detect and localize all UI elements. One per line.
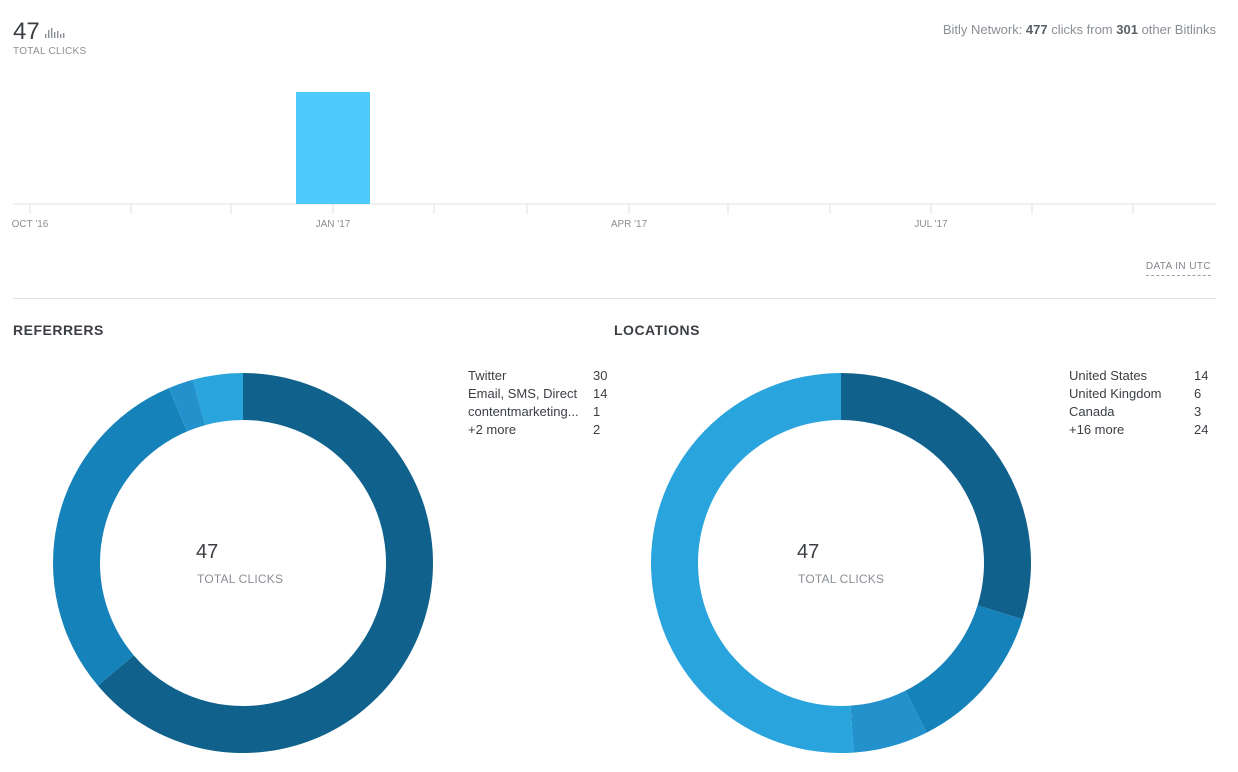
- section-divider: [13, 298, 1216, 299]
- legend-more-link[interactable]: +16 more 24: [1069, 421, 1208, 439]
- legend-value: 14: [1194, 368, 1209, 383]
- locations-center-value: 47: [797, 541, 820, 563]
- donut-slice[interactable]: [97, 373, 434, 753]
- legend-row: Email, SMS, Direct 14: [468, 385, 607, 403]
- donut-slice[interactable]: [651, 373, 854, 753]
- legend-row: United States 14: [1069, 367, 1208, 385]
- donut-slice[interactable]: [905, 605, 1023, 733]
- legend-row: United Kingdom 6: [1069, 385, 1201, 403]
- legend-row: Twitter 30: [468, 367, 607, 385]
- network-prefix: Bitly Network:: [942, 22, 1026, 37]
- legend-value: 14: [593, 386, 608, 401]
- timeline-bar[interactable]: [296, 92, 370, 204]
- bitly-network-stats: Bitly Network: 477 clicks from 301 other…: [943, 22, 1216, 37]
- legend-label: contentmarketing...: [468, 404, 579, 419]
- locations-donut-chart: [651, 373, 1031, 753]
- network-clicks: 477: [1025, 22, 1048, 37]
- legend-value: 24: [1194, 422, 1209, 437]
- legend-label: +2 more: [468, 422, 517, 437]
- legend-value: 1: [593, 404, 601, 419]
- referrers-legend: Twitter 30 Email, SMS, Direct 14 contentmark…: [468, 367, 607, 439]
- x-tick-label: APR '17: [611, 219, 648, 230]
- legend-value: 6: [1194, 386, 1202, 401]
- referrers-donut-chart: [52, 373, 434, 753]
- legend-more-link[interactable]: +2 more 2: [468, 421, 600, 439]
- donut-slice[interactable]: [168, 379, 206, 432]
- legend-label: Email, SMS, Direct: [468, 386, 578, 401]
- referrers-center-label: TOTAL CLICKS: [197, 572, 284, 586]
- legend-label: United States: [1069, 368, 1148, 383]
- legend-value: 3: [1194, 404, 1202, 419]
- legend-value: 30: [593, 368, 608, 383]
- legend-label: Canada: [1069, 404, 1115, 419]
- x-tick-label: JUL '17: [914, 219, 948, 230]
- legend-label: Twitter: [468, 368, 507, 383]
- legend-row: Canada 3: [1069, 403, 1201, 421]
- total-clicks-label: TOTAL CLICKS: [13, 46, 87, 57]
- legend-value: 2: [593, 422, 601, 437]
- referrers-title: REFERRERS: [13, 322, 104, 338]
- network-mid: clicks from: [1047, 22, 1117, 37]
- total-clicks-count: 47: [13, 18, 40, 45]
- donut-slice[interactable]: [850, 690, 927, 753]
- clicks-timeline-chart: OCT '16 JAN '17 APR '17 JUL '17: [12, 92, 1216, 230]
- donut-slice[interactable]: [52, 388, 188, 686]
- locations-title: LOCATIONS: [614, 322, 700, 338]
- legend-label: United Kingdom: [1069, 386, 1162, 401]
- referrers-center-value: 47: [196, 541, 219, 563]
- data-in-utc-toggle[interactable]: DATA IN UTC: [1145, 261, 1211, 276]
- network-bitlinks: 301: [1116, 22, 1138, 37]
- donut-slice[interactable]: [192, 373, 243, 426]
- locations-center-label: TOTAL CLICKS: [798, 572, 885, 586]
- locations-legend: United States 14 United Kingdom 6 Canada 3 +16…: [1069, 367, 1208, 439]
- x-tick-label: OCT '16: [12, 219, 49, 230]
- network-suffix: other Bitlinks: [1137, 22, 1216, 37]
- donut-slice[interactable]: [841, 373, 1031, 620]
- legend-row: contentmarketing... 1: [468, 403, 600, 421]
- bar-chart-icon: [45, 28, 65, 38]
- x-tick-label: JAN '17: [316, 219, 351, 230]
- legend-label: +16 more: [1069, 422, 1125, 437]
